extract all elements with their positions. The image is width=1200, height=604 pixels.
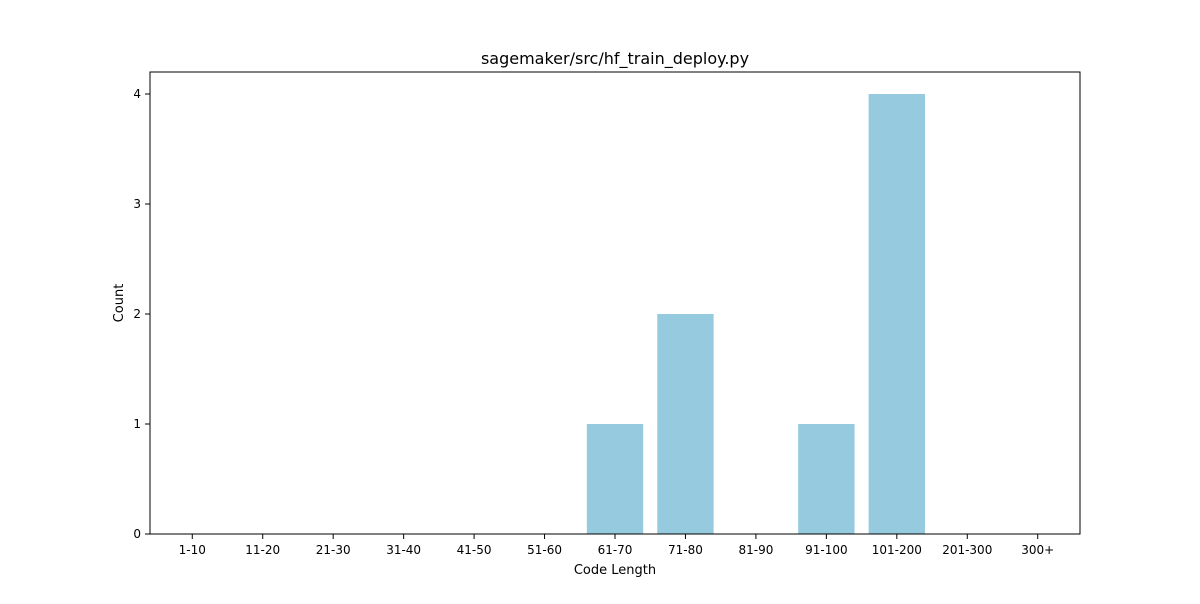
x-tick-label: 101-200 (872, 543, 922, 557)
x-tick-label: 91-100 (805, 543, 848, 557)
bar-71-80 (657, 314, 714, 534)
x-tick-label: 300+ (1021, 543, 1054, 557)
x-tick-label: 1-10 (179, 543, 206, 557)
y-tick-label: 4 (133, 87, 141, 101)
bar-101-200 (868, 94, 925, 534)
chart-title: sagemaker/src/hf_train_deploy.py (481, 49, 749, 69)
x-tick-label: 201-300 (942, 543, 992, 557)
y-tick-label: 2 (133, 307, 141, 321)
bars-layer (586, 94, 925, 534)
x-tick-label: 11-20 (245, 543, 280, 557)
y-tick-label: 0 (133, 527, 141, 541)
y-axis-label: Count (112, 284, 127, 323)
x-tick-label: 31-40 (386, 543, 421, 557)
y-axis-ticks: 0 1 2 3 4 (133, 87, 150, 541)
x-tick-label: 51-60 (527, 543, 562, 557)
x-tick-label: 21-30 (316, 543, 351, 557)
bar-91-100 (798, 424, 855, 534)
x-tick-label: 81-90 (738, 543, 773, 557)
x-tick-label: 71-80 (668, 543, 703, 557)
x-tick-label: 41-50 (457, 543, 492, 557)
x-tick-label: 61-70 (598, 543, 633, 557)
y-tick-label: 1 (133, 417, 141, 431)
x-axis-ticks: 1-10 11-20 21-30 31-40 41-50 51-60 61-70 71-80 8… (179, 534, 1054, 557)
bar-61-70 (586, 424, 644, 534)
y-tick-label: 3 (133, 197, 141, 211)
x-axis-label: Code Length (574, 563, 656, 578)
